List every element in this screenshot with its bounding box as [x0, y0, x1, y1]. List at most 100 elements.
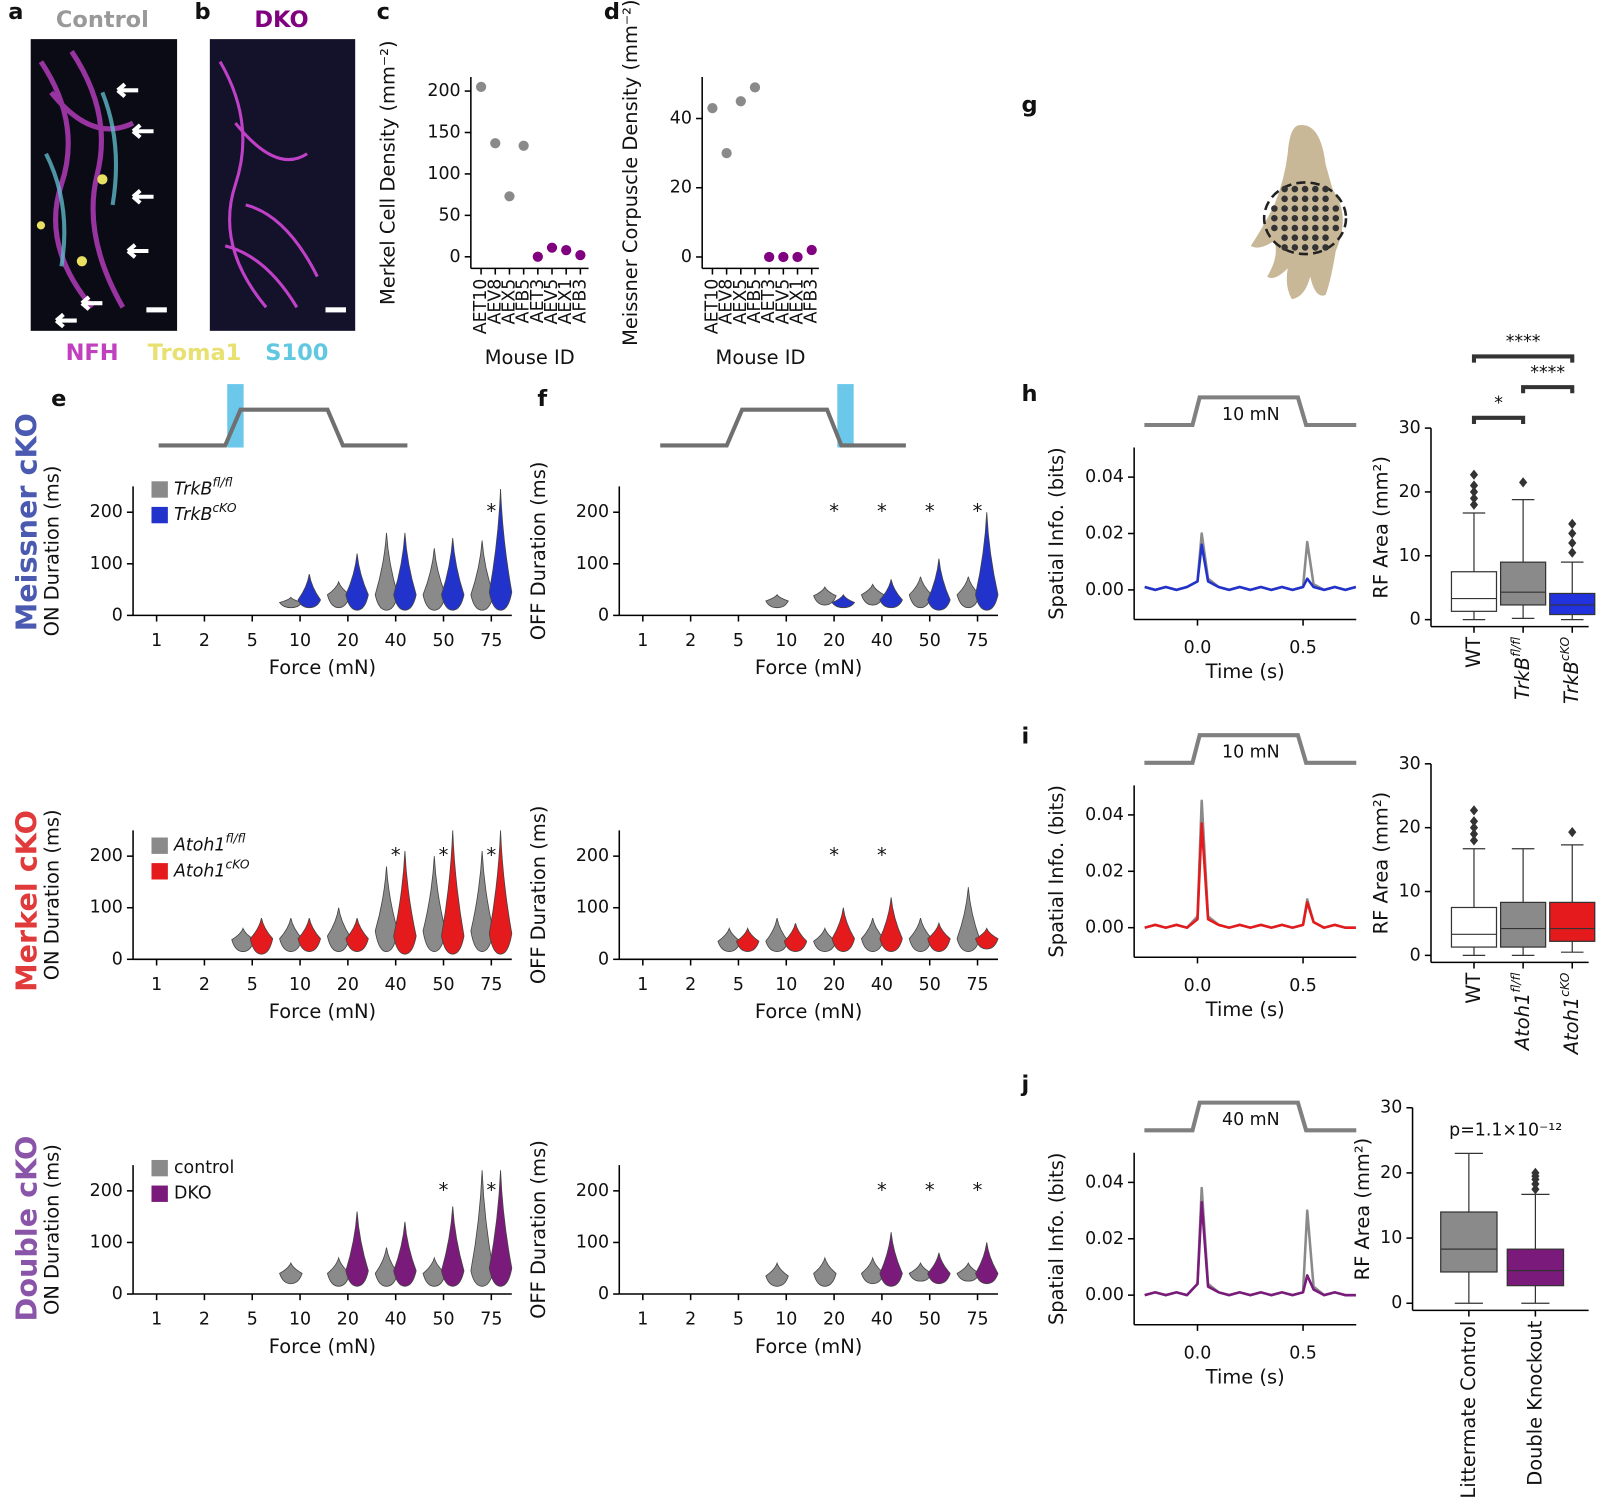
point: [575, 250, 586, 261]
paw-dot: [1322, 244, 1329, 251]
point: [518, 140, 529, 151]
stimulus-label: 10 mN: [1222, 405, 1280, 425]
significance-marker: *: [486, 1178, 496, 1201]
y-tick-label: 30: [1399, 418, 1421, 438]
x-tick-label: 1: [637, 1310, 648, 1330]
x-tick-label: 0.0: [1184, 638, 1212, 658]
x-tick-label: 75: [480, 975, 502, 995]
x-tick-label: Atoh1cKO: [1558, 972, 1583, 1056]
paw-dot: [1281, 205, 1288, 212]
stimulus-trace: [660, 407, 906, 448]
paw-dot: [1301, 234, 1309, 241]
stain-label: S100: [265, 340, 328, 366]
x-tick-label: 40: [871, 631, 893, 651]
paw-dot: [1291, 234, 1299, 241]
nerve-fibers: [38, 49, 135, 309]
significance-marker: *: [877, 844, 887, 867]
x-tick-label-base: Littermate Control: [1456, 1321, 1479, 1499]
violin: [956, 576, 981, 609]
y-tick-label: 0: [1410, 945, 1421, 965]
y-tick-label: 100: [576, 898, 609, 918]
paw-dot: [1281, 234, 1288, 241]
y-tick-label: 0.04: [1085, 1172, 1124, 1192]
paw-dot: [1271, 205, 1278, 212]
x-tick-label-base: Atoh1: [1511, 993, 1534, 1053]
panel-letter: g: [1022, 92, 1038, 118]
violin: [374, 1247, 399, 1287]
x-tick-label: TrkBfl/fl: [1509, 637, 1534, 700]
paw: [1250, 124, 1343, 300]
y-axis-label: OFF Duration (ms): [527, 806, 550, 985]
significance-marker: *: [877, 500, 887, 523]
y-axis-label: RF Area (mm²): [1369, 792, 1392, 935]
y-tick-label: 100: [576, 1232, 609, 1252]
point: [721, 148, 732, 159]
x-tick-label-base: AFB5: [745, 279, 765, 324]
x-tick-label-base: AEV8: [485, 279, 505, 325]
y-tick-label: 100: [90, 898, 123, 918]
x-tick-label-base: TrkB: [1560, 661, 1583, 704]
paw-dot: [1291, 244, 1299, 251]
paw-dot: [1301, 214, 1309, 222]
merkel-cell: [36, 221, 46, 230]
paw-dot: [1281, 195, 1288, 203]
x-tick-label: 75: [480, 1310, 502, 1330]
x-tick-label: 10: [775, 1310, 797, 1330]
y-tick-label: 100: [90, 1232, 123, 1252]
y-tick-label: 10: [1399, 546, 1421, 566]
violin: [765, 594, 789, 609]
point: [749, 82, 761, 93]
box: [1440, 1211, 1498, 1273]
violin: [279, 917, 303, 952]
x-tick-label-base: TrkB: [1511, 657, 1534, 700]
significance-marker: *: [877, 1178, 887, 1201]
x-tick-label: 0.5: [1289, 1343, 1317, 1363]
x-tick-label: 2: [199, 975, 210, 995]
outlier: [1469, 805, 1479, 816]
legend-swatch: [151, 1185, 168, 1202]
x-tick-label-base: AEX1: [788, 279, 808, 325]
outlier: [1568, 547, 1577, 558]
paw-dot: [1291, 224, 1299, 232]
paw-dot: [1291, 214, 1299, 222]
significance-marker: *: [391, 844, 401, 867]
x-tick-label: AFB5: [745, 279, 765, 324]
y-tick-label: 100: [576, 554, 609, 574]
y-tick-label: 200: [576, 1181, 609, 1201]
legend-swatch: [151, 1159, 168, 1177]
line: [1144, 799, 1356, 929]
violin: [908, 576, 933, 609]
legend-label-superscript: cKO: [225, 857, 249, 871]
violin: [345, 917, 369, 952]
paw-dot: [1312, 244, 1319, 251]
y-axis-label: Spatial Info. (bits): [1045, 1152, 1068, 1325]
legend-label-superscript: fl/fl: [225, 831, 245, 845]
violin: [975, 512, 999, 611]
box: [1549, 592, 1596, 616]
x-tick-label: AET10: [702, 279, 722, 335]
paw-dot: [1281, 244, 1288, 251]
line: [1144, 1200, 1356, 1297]
violin: [735, 927, 760, 952]
x-tick-label: 20: [337, 1310, 359, 1330]
legend-label: Atoh1cKO: [173, 857, 250, 882]
paw-diagram: [1250, 124, 1348, 300]
image-control: [30, 39, 178, 331]
y-tick-label: 0.02: [1085, 524, 1124, 544]
violin: [470, 1170, 494, 1287]
annotation: p=1.1×10⁻¹²: [1449, 1120, 1562, 1140]
paw-dot: [1301, 195, 1309, 203]
x-tick-label: 50: [919, 1310, 941, 1330]
significance-label: ****: [1530, 363, 1565, 383]
paw-dot: [1322, 234, 1329, 241]
y-tick-label: 0: [1410, 610, 1421, 630]
y-tick-label: 0: [681, 247, 692, 267]
y-tick-label: 10: [1380, 1228, 1402, 1248]
significance-marker: *: [925, 1178, 935, 1201]
outlier: [1469, 469, 1479, 480]
nerve-fibers: [218, 60, 319, 309]
paw-dot: [1332, 224, 1340, 232]
x-tick-label: AEX5: [499, 279, 519, 325]
x-tick-label-superscript: fl/fl: [1509, 637, 1523, 657]
paw-dot: [1322, 214, 1329, 222]
